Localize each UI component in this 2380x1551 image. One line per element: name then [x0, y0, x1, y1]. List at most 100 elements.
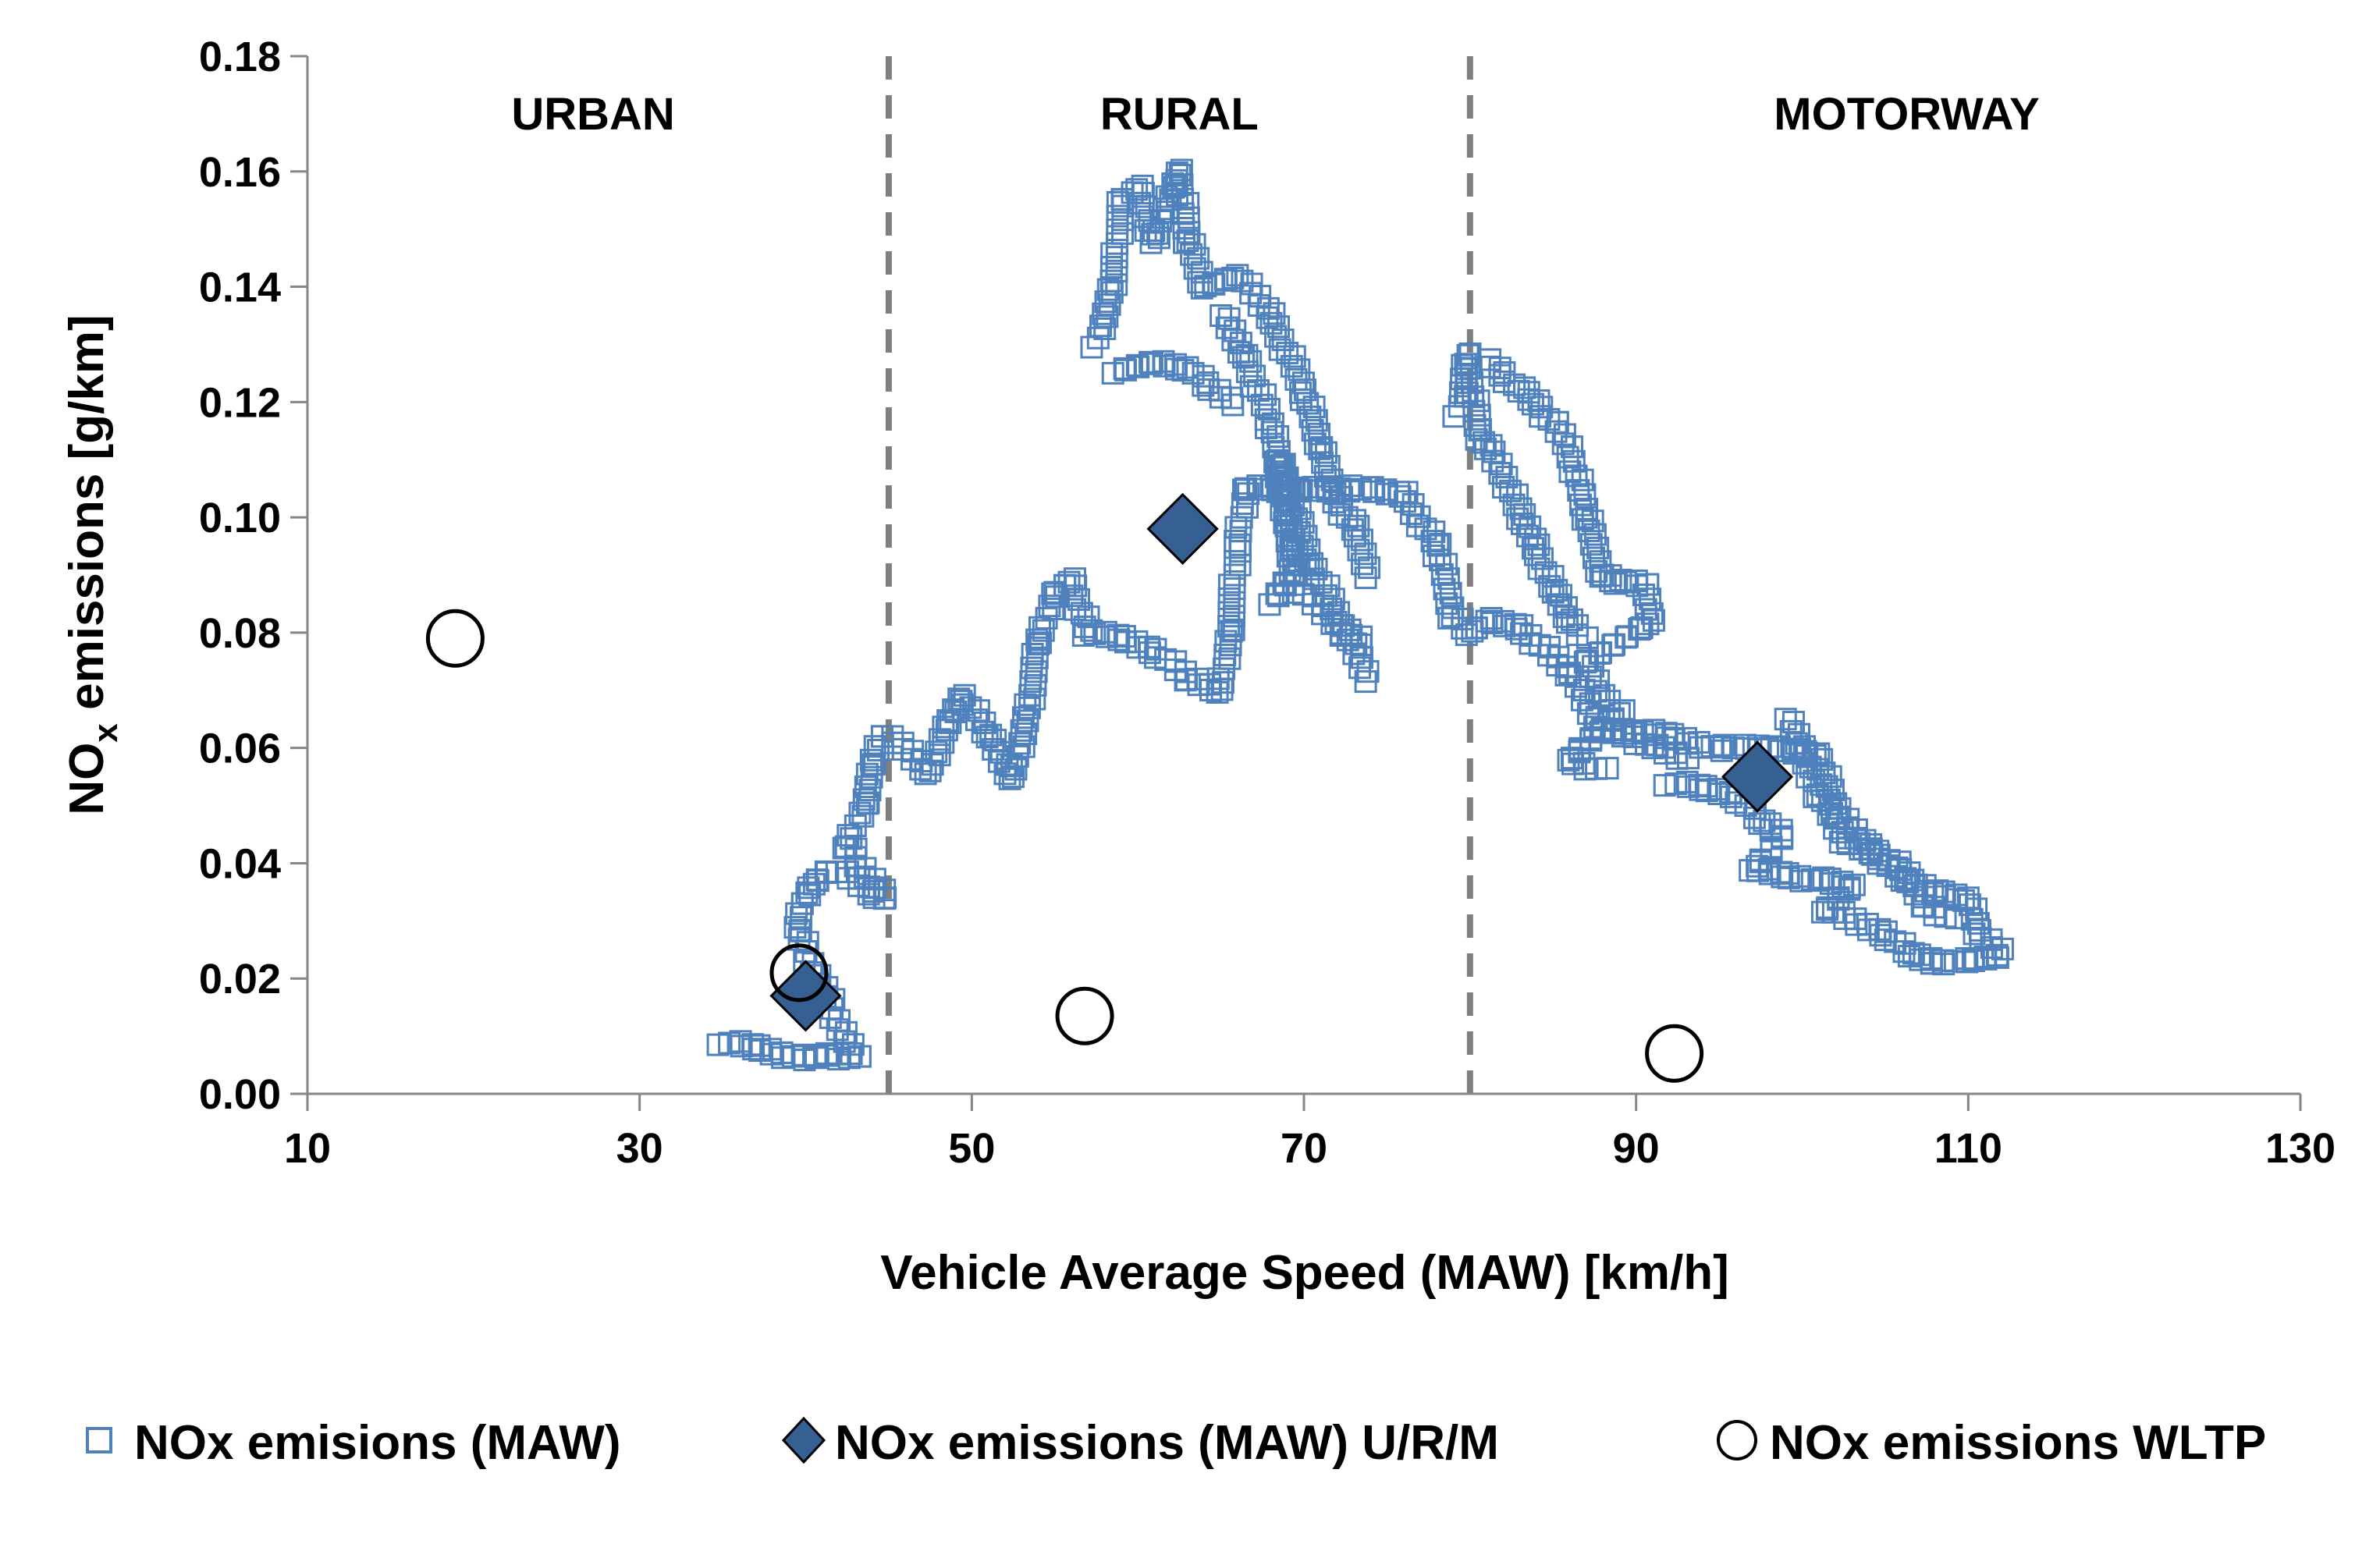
maw-point: [1348, 656, 1372, 680]
maw-point: [1529, 405, 1552, 428]
maw-point: [1986, 946, 2009, 969]
maw-point: [1943, 949, 1966, 973]
y-tick-label: 0.04: [199, 840, 281, 887]
x-tick-label: 90: [1613, 1125, 1660, 1172]
maw-point: [1025, 646, 1049, 669]
maw-point: [1817, 803, 1840, 826]
maw-point: [1569, 493, 1593, 516]
maw-point: [928, 744, 951, 767]
maw-point: [1646, 733, 1669, 757]
maw-point: [1100, 281, 1124, 304]
maw-point: [1810, 789, 1834, 812]
legend-maw-marker: [86, 1427, 112, 1453]
y-tick-label: 0.00: [199, 1071, 281, 1118]
wltp-point: [1055, 986, 1114, 1045]
maw-point: [947, 687, 971, 711]
maw-point: [1042, 598, 1065, 621]
maw-point: [1096, 305, 1119, 328]
maw-point: [1552, 605, 1575, 629]
maw-point: [1202, 272, 1226, 296]
maw-point: [1958, 893, 1981, 917]
maw-point: [1952, 889, 1975, 912]
maw-point: [841, 1033, 865, 1056]
maw-point: [1573, 651, 1597, 674]
maw-point: [1807, 869, 1831, 893]
maw-point: [848, 1045, 872, 1068]
x-tick-label: 30: [616, 1125, 663, 1172]
maw-point: [790, 906, 813, 929]
x-tick-label: 110: [1934, 1125, 2002, 1172]
maw-point: [1869, 924, 1892, 947]
maw-point: [742, 1038, 766, 1061]
maw-point: [1351, 552, 1374, 576]
maw-point: [1474, 437, 1497, 460]
maw-point: [1475, 609, 1498, 633]
y-tick-label: 0.10: [199, 495, 281, 541]
maw-point: [1107, 628, 1131, 651]
urm-point: [769, 960, 842, 1032]
maw-point: [1842, 873, 1866, 896]
maw-point: [1932, 953, 1956, 976]
maw-point: [1192, 374, 1215, 397]
maw-point: [1709, 736, 1732, 759]
maw-point: [1456, 343, 1480, 367]
maw-point: [1096, 278, 1120, 301]
maw-point: [1707, 783, 1731, 806]
maw-point: [1541, 580, 1565, 604]
maw-point: [1236, 495, 1259, 519]
maw-point: [1573, 758, 1597, 781]
urm-point: [1146, 492, 1219, 566]
maw-point: [1462, 399, 1486, 423]
maw-point: [1558, 460, 1582, 484]
maw-point: [1493, 614, 1516, 637]
maw-point: [1836, 832, 1860, 856]
maw-point: [1018, 696, 1041, 719]
maw-point: [1226, 264, 1249, 287]
maw-point: [1596, 757, 1619, 780]
maw-point: [1071, 623, 1095, 647]
maw-point: [788, 919, 812, 942]
maw-point: [1171, 202, 1195, 225]
maw-point: [1012, 735, 1035, 758]
maw-point: [1114, 358, 1137, 382]
maw-point: [1175, 668, 1199, 691]
maw-point: [1628, 618, 1651, 641]
maw-point: [1567, 479, 1590, 502]
maw-point: [834, 1020, 858, 1044]
x-tick-label: 50: [948, 1125, 995, 1172]
maw-point: [1585, 757, 1608, 780]
legend-wltp-marker: [1717, 1420, 1757, 1460]
maw-point: [1430, 563, 1454, 586]
maw-point: [1677, 747, 1700, 770]
maw-point: [1593, 683, 1616, 707]
maw-point: [1789, 869, 1813, 893]
maw-point: [1665, 747, 1689, 770]
maw-point: [1962, 949, 1985, 972]
maw-point: [1860, 843, 1884, 866]
maw-point: [1609, 568, 1632, 591]
wltp-point: [769, 943, 829, 1003]
maw-point: [982, 737, 1005, 761]
maw-point: [1636, 612, 1660, 636]
maw-point: [1264, 325, 1288, 348]
maw-point: [1422, 545, 1445, 568]
maw-point: [1025, 660, 1048, 683]
maw-point: [1845, 913, 1868, 936]
wltp-point: [425, 609, 485, 668]
maw-point: [1214, 268, 1238, 292]
maw-point: [1963, 922, 1986, 946]
urm-point: [1721, 740, 1794, 813]
y-tick-label: 0.02: [199, 956, 281, 1003]
maw-point: [1190, 276, 1213, 300]
maw-point: [1280, 354, 1303, 378]
maw-point: [1653, 774, 1676, 797]
maw-point: [1199, 679, 1223, 702]
y-axis-title-rest: emissions [g/km]: [60, 314, 114, 723]
maw-point: [1920, 952, 1943, 975]
maw-point: [1614, 626, 1638, 649]
maw-point: [1454, 353, 1477, 376]
maw-point: [1110, 222, 1134, 245]
maw-point: [1219, 634, 1242, 657]
y-tick-label: 0.12: [199, 379, 281, 426]
